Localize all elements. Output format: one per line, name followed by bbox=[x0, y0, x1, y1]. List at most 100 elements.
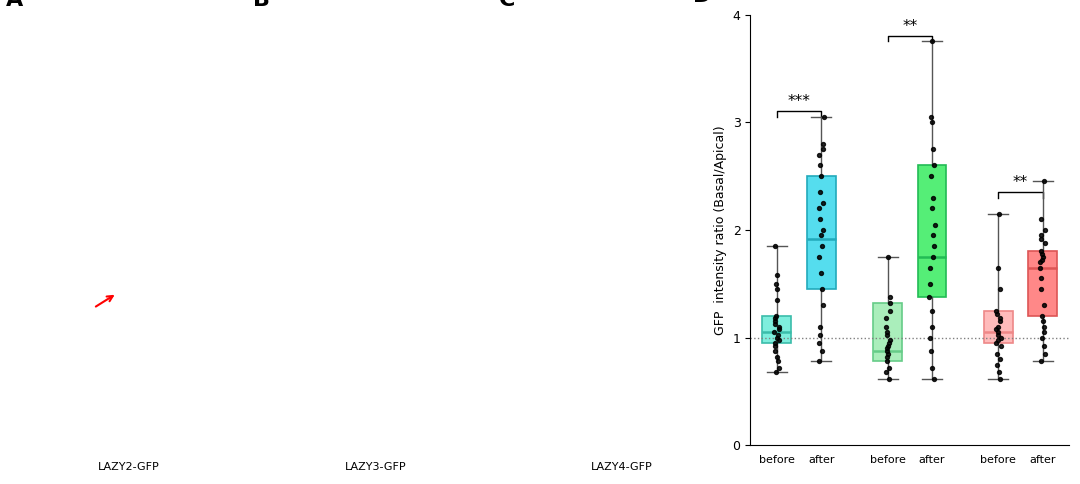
Text: LAZY3-GFP: LAZY3-GFP bbox=[345, 462, 406, 472]
Point bbox=[1035, 253, 1052, 261]
Text: ***: *** bbox=[787, 94, 810, 109]
Text: LAZY2-GFP: LAZY2-GFP bbox=[98, 462, 160, 472]
Point bbox=[815, 113, 833, 121]
Point bbox=[881, 307, 899, 315]
Point bbox=[877, 368, 894, 376]
Point bbox=[881, 299, 899, 307]
Point bbox=[1034, 250, 1051, 257]
Point bbox=[990, 210, 1008, 218]
Text: G: G bbox=[523, 207, 530, 217]
Point bbox=[877, 323, 894, 331]
Text: **: ** bbox=[1013, 175, 1028, 190]
Point bbox=[814, 226, 832, 234]
Point bbox=[810, 151, 827, 158]
Point bbox=[1032, 231, 1050, 239]
Point bbox=[810, 204, 827, 212]
Point bbox=[767, 312, 784, 320]
Point bbox=[767, 242, 784, 250]
Point bbox=[811, 332, 828, 339]
Point bbox=[813, 269, 831, 277]
Point bbox=[1035, 328, 1052, 336]
Y-axis label: GFP  intensity ratio (Basal/Apical): GFP intensity ratio (Basal/Apical) bbox=[714, 125, 727, 335]
Point bbox=[989, 264, 1007, 272]
Point bbox=[879, 332, 896, 339]
Point bbox=[923, 364, 941, 372]
Point bbox=[1034, 334, 1051, 342]
Point bbox=[766, 328, 783, 336]
Point bbox=[769, 332, 786, 339]
Point bbox=[921, 280, 939, 287]
Point bbox=[993, 342, 1010, 350]
Point bbox=[921, 264, 939, 272]
Point bbox=[924, 231, 942, 239]
Text: G: G bbox=[29, 207, 37, 217]
Point bbox=[1036, 178, 1053, 185]
FancyBboxPatch shape bbox=[918, 166, 946, 297]
Point bbox=[814, 199, 832, 207]
Point bbox=[1031, 258, 1049, 266]
Point bbox=[989, 336, 1007, 344]
Point bbox=[1036, 342, 1053, 350]
Point bbox=[811, 162, 828, 169]
Point bbox=[880, 339, 897, 347]
Point bbox=[1034, 312, 1051, 320]
Point bbox=[923, 38, 941, 45]
Point bbox=[1031, 264, 1049, 272]
Point bbox=[991, 375, 1009, 382]
Point bbox=[921, 334, 939, 342]
Point bbox=[987, 339, 1004, 347]
Point bbox=[923, 307, 941, 315]
Point bbox=[1032, 235, 1050, 242]
Point bbox=[1035, 318, 1052, 325]
Point bbox=[987, 307, 1004, 315]
Point bbox=[767, 320, 784, 328]
Text: G: G bbox=[276, 207, 284, 217]
Point bbox=[767, 342, 784, 350]
Point bbox=[769, 353, 786, 361]
Point bbox=[768, 296, 785, 304]
FancyBboxPatch shape bbox=[807, 176, 836, 289]
Point bbox=[1036, 323, 1053, 331]
Point bbox=[771, 364, 788, 372]
Point bbox=[991, 318, 1009, 325]
Point bbox=[1037, 350, 1054, 358]
Point bbox=[1032, 285, 1050, 293]
Point bbox=[813, 347, 831, 354]
Point bbox=[926, 221, 943, 228]
Point bbox=[767, 280, 784, 287]
Point bbox=[880, 364, 897, 372]
Point bbox=[988, 350, 1005, 358]
Point bbox=[1032, 215, 1050, 223]
Point bbox=[989, 323, 1007, 331]
Point bbox=[813, 242, 831, 250]
Point bbox=[879, 342, 896, 350]
Point bbox=[812, 172, 829, 180]
Point bbox=[880, 253, 897, 261]
FancyBboxPatch shape bbox=[762, 316, 792, 343]
Point bbox=[924, 145, 942, 153]
Point bbox=[770, 336, 787, 344]
Point bbox=[988, 361, 1005, 368]
Point bbox=[922, 172, 940, 180]
Point bbox=[1032, 248, 1050, 256]
Point bbox=[926, 162, 943, 169]
Point bbox=[923, 253, 941, 261]
Point bbox=[921, 293, 939, 301]
Text: B: B bbox=[253, 0, 270, 10]
Point bbox=[811, 323, 828, 331]
Point bbox=[926, 242, 943, 250]
Point bbox=[769, 334, 786, 342]
Text: LAZY4-GFP: LAZY4-GFP bbox=[591, 462, 652, 472]
Point bbox=[991, 285, 1009, 293]
Point bbox=[768, 368, 785, 376]
Point bbox=[767, 347, 784, 354]
Point bbox=[989, 328, 1007, 336]
Point bbox=[810, 253, 827, 261]
Point bbox=[989, 310, 1007, 318]
Point bbox=[811, 339, 828, 347]
FancyBboxPatch shape bbox=[1028, 252, 1057, 316]
Point bbox=[881, 375, 899, 382]
Point bbox=[877, 314, 894, 322]
Point bbox=[881, 293, 899, 301]
Point bbox=[987, 325, 1004, 333]
